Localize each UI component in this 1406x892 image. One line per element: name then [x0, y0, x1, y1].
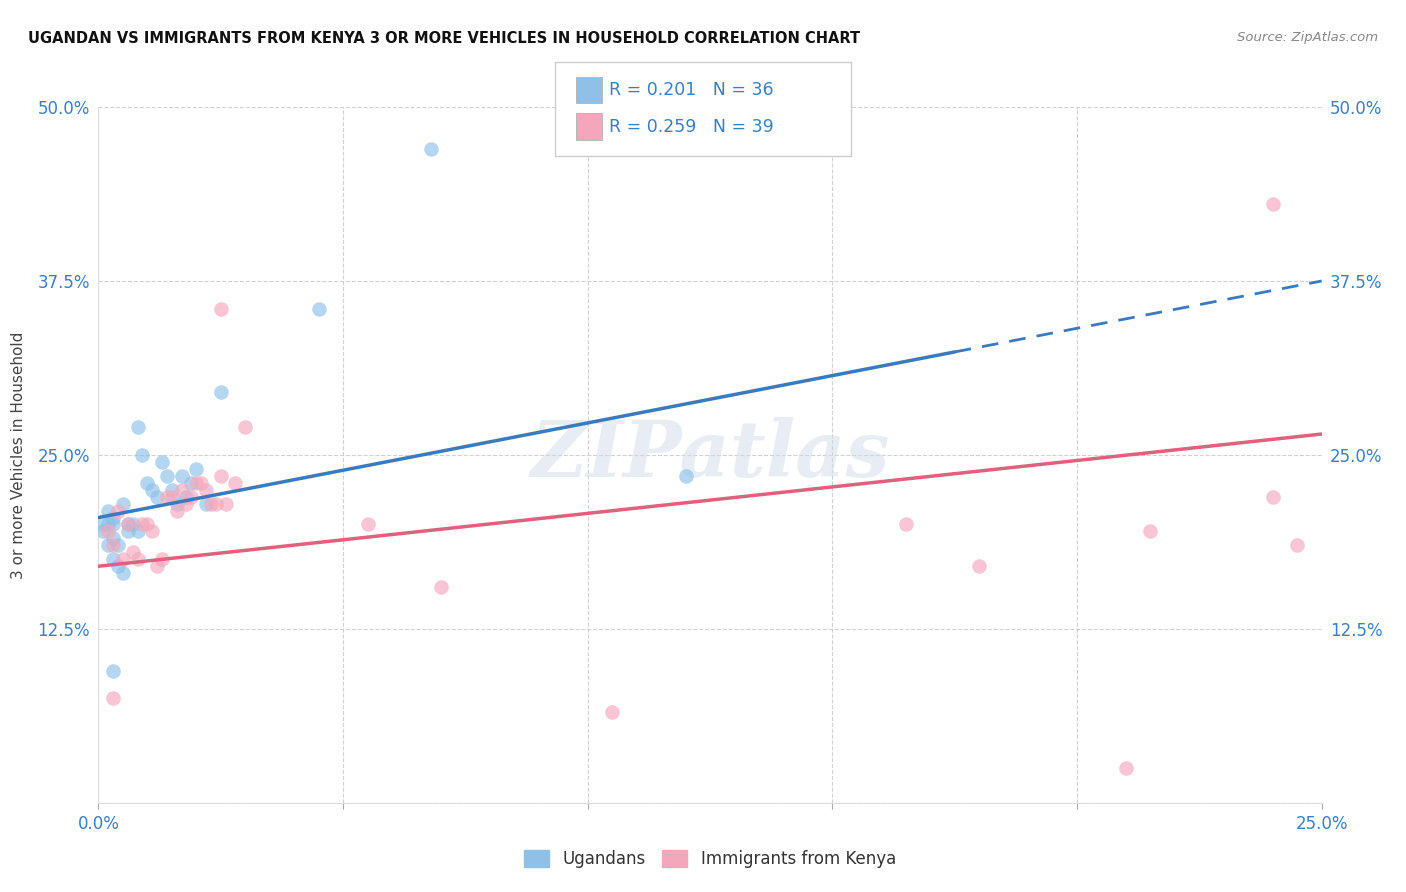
Point: [146, 490, 169, 504]
Point: [1139, 524, 1161, 539]
Text: UGANDAN VS IMMIGRANTS FROM KENYA 3 OR MORE VEHICLES IN HOUSEHOLD CORRELATION CHA: UGANDAN VS IMMIGRANTS FROM KENYA 3 OR MO…: [28, 31, 860, 46]
Point: [117, 524, 139, 539]
Point: [101, 552, 124, 566]
Point: [136, 475, 159, 490]
Point: [107, 503, 129, 517]
Point: [111, 552, 134, 566]
Point: [101, 517, 124, 532]
Point: [127, 524, 149, 539]
Point: [180, 490, 202, 504]
Point: [141, 483, 163, 497]
Point: [156, 468, 179, 483]
Point: [141, 524, 163, 539]
Point: [160, 483, 183, 497]
Point: [166, 503, 188, 517]
Point: [97, 517, 120, 532]
Point: [121, 545, 143, 559]
Point: [420, 142, 443, 156]
Point: [146, 559, 169, 574]
Point: [214, 497, 236, 511]
Point: [101, 664, 124, 678]
Point: [121, 517, 143, 532]
Point: [176, 490, 198, 504]
Point: [894, 517, 917, 532]
Point: [97, 538, 120, 552]
Point: [97, 524, 120, 539]
Text: R = 0.259   N = 39: R = 0.259 N = 39: [609, 118, 773, 136]
Point: [1261, 197, 1284, 211]
Point: [111, 566, 134, 581]
Point: [180, 475, 202, 490]
Point: [117, 517, 139, 532]
Point: [675, 468, 697, 483]
Point: [209, 301, 232, 316]
Point: [166, 497, 188, 511]
Point: [200, 497, 222, 511]
Point: [170, 483, 193, 497]
Y-axis label: 3 or more Vehicles in Household: 3 or more Vehicles in Household: [11, 331, 27, 579]
Point: [209, 385, 232, 400]
Point: [176, 497, 198, 511]
Point: [91, 517, 114, 532]
Point: [224, 475, 246, 490]
Text: R = 0.201   N = 36: R = 0.201 N = 36: [609, 81, 773, 99]
Text: ZIPatlas: ZIPatlas: [530, 417, 890, 493]
Point: [430, 580, 453, 594]
Point: [107, 538, 129, 552]
Point: [967, 559, 990, 574]
Point: [190, 475, 212, 490]
Point: [97, 503, 120, 517]
Point: [101, 691, 124, 706]
Point: [1115, 761, 1137, 775]
Point: [160, 490, 183, 504]
Point: [111, 497, 134, 511]
Point: [170, 468, 193, 483]
Point: [156, 490, 179, 504]
Point: [131, 448, 153, 462]
Point: [209, 468, 232, 483]
Point: [195, 483, 218, 497]
Point: [127, 552, 149, 566]
Point: [186, 462, 208, 476]
Point: [101, 538, 124, 552]
Text: Source: ZipAtlas.com: Source: ZipAtlas.com: [1237, 31, 1378, 45]
Point: [233, 420, 256, 434]
Point: [131, 517, 153, 532]
Point: [195, 497, 218, 511]
Legend: Ugandans, Immigrants from Kenya: Ugandans, Immigrants from Kenya: [517, 843, 903, 874]
Point: [1261, 490, 1284, 504]
Point: [101, 510, 124, 524]
Point: [1286, 538, 1309, 552]
Point: [150, 455, 173, 469]
Point: [150, 552, 173, 566]
Point: [136, 517, 159, 532]
Point: [356, 517, 378, 532]
Point: [101, 532, 124, 546]
Point: [308, 301, 330, 316]
Point: [107, 559, 129, 574]
Point: [600, 706, 623, 720]
Point: [186, 475, 208, 490]
Point: [127, 420, 149, 434]
Point: [205, 497, 228, 511]
Point: [91, 524, 114, 539]
Point: [117, 517, 139, 532]
